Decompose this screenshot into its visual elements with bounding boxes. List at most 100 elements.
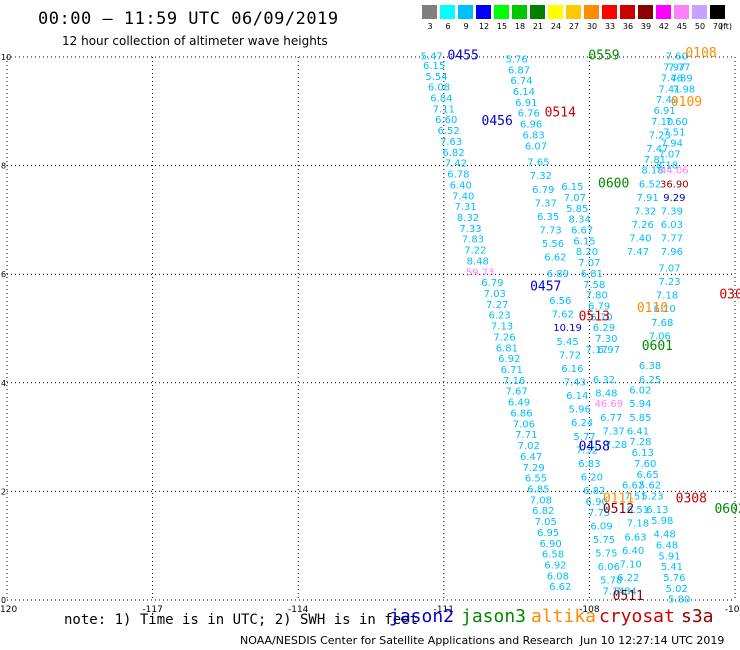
wave-height-label: 6.60 [435,115,457,126]
chart-subtitle: 12 hour collection of altimeter wave hei… [62,34,328,48]
wave-height-label: 7.06 [649,331,671,342]
legend-label: 24 [550,22,562,31]
wave-height-label: 6.32 [593,375,615,386]
pass-time-label: 0108 [685,46,716,61]
wave-height-label: 8.48 [467,256,489,267]
wave-height-label: 7.40 [452,191,474,202]
pass-time-label: 0602 [714,502,740,517]
wave-height-label: 7.31 [455,202,477,213]
wave-height-label: 6.90 [586,497,608,508]
legend-swatch [476,5,491,19]
wave-height-label: 6.82 [583,486,605,497]
wave-height-label: 7.07 [658,263,680,274]
wave-height-label: 6.84 [430,94,452,105]
wave-height-label: 7.02 [518,441,540,452]
wave-height-label: 6.13 [646,505,668,516]
wave-height-label: 6.89 [547,269,569,280]
wave-height-label: 5.85 [629,413,651,424]
wave-height-label: 6.52 [639,179,661,190]
wave-height-label: 7.32 [530,171,552,182]
wave-height-label: 7.32 [576,445,598,456]
wave-height-label: 7.68 [651,318,673,329]
wave-height-label: 7.11 [433,104,455,115]
wave-height-label: 8.20 [576,247,598,258]
wave-height-label: 7.29 [522,463,544,474]
wave-height-label: 6.03 [661,220,683,231]
legend-swatch [530,5,545,19]
sat-label-cryosat: cryosat [599,606,675,627]
wave-height-label: 6.62 [622,481,644,492]
pass-time-label: 0559 [588,49,619,64]
wave-height-label: 6.24 [571,418,593,429]
wave-height-label: 6.81 [581,269,603,280]
wave-height-label: 7.22 [464,246,486,257]
wave-height-label: 6.86 [510,408,532,419]
wave-height-label: 7.98 [673,84,695,95]
legend-unit: (ft) [720,22,733,31]
wave-height-label: 6.97 [598,345,620,356]
wave-height-label: 6.90 [539,539,561,550]
wave-height-label: 6.08 [428,83,450,94]
x-tick-label: -105 [725,605,740,615]
wave-height-label: 7.73 [539,225,561,236]
wave-height-label: 7.65 [527,158,549,169]
y-tick-label: 0 [1,596,6,605]
x-tick-label: -114 [288,605,309,615]
wave-height-label: 8.48 [595,388,617,399]
wave-height-label: 7.16 [503,376,525,387]
wave-height-label: 6.08 [547,571,569,582]
y-tick-label: 2 [1,487,6,496]
wave-height-label: 7.37 [603,426,625,437]
wave-height-label: 6.48 [656,540,678,551]
wave-height-label: 7.60 [634,459,656,470]
wave-height-label: 5.47 [421,52,443,63]
legend-swatch [584,5,599,19]
legend-label: 30 [586,22,598,31]
wave-height-label: 7.46 [661,73,683,84]
wave-height-label: 6.16 [561,364,583,375]
legend-label: 42 [658,22,670,31]
wave-height-label: 7.05 [535,517,557,528]
wave-height-label: 5.80 [668,595,690,606]
wave-height-label: 5.96 [569,405,591,416]
y-tick-label: 10 [1,53,11,62]
generated-timestamp: Jun 10 12:27:14 UTC 2019 [580,634,725,647]
wave-height-label: 6.76 [518,109,540,120]
wave-height-label: 6.55 [525,474,547,485]
wave-height-label: 7.06 [513,419,535,430]
wave-height-label: 6.62 [544,253,566,264]
wave-height-label: 6.14 [566,391,588,402]
wave-height-label: 6.96 [520,120,542,131]
wave-height-label: 9.29 [663,193,685,204]
wave-height-label: 7.58 [583,280,605,291]
sat-label-s3a: s3a [681,606,714,627]
wave-height-label: 7.08 [530,495,552,506]
wave-height-label: 6.14 [513,87,535,98]
wave-height-label: 6.58 [542,550,564,561]
legend-label: 3 [427,22,433,31]
pass-time-label: 0457 [530,279,561,294]
wave-height-label: 7.84 [615,587,637,598]
sat-label-jason3: jason3 [461,606,527,627]
wave-height-label: 7.51 [663,128,685,139]
wave-height-label: 7.60 [666,52,688,63]
legend-label: 70 [712,22,724,31]
pass-time-label: 0110 [637,301,668,316]
wave-height-label: 7.28 [629,437,651,448]
wave-height-label: 7.26 [632,220,654,231]
wave-height-label: 7.07 [658,149,680,160]
wave-height-label: 5.78 [600,576,622,587]
wave-height-label: 6.83 [522,130,544,141]
wave-height-label: 7.14 [603,587,625,598]
wave-height-label: 6.38 [639,361,661,372]
wave-height-label: 6.83 [578,459,600,470]
pass-time-label: 0456 [482,114,513,129]
wave-height-label: 6.23 [488,311,510,322]
wave-height-label: 5.02 [666,584,688,595]
legend-label: 18 [514,22,526,31]
legend-label: 9 [463,22,469,31]
y-tick-label: 6 [1,270,6,279]
legend-label: 27 [568,22,580,31]
legend-swatch [602,5,617,19]
wave-height-label: 5.76 [663,573,685,584]
